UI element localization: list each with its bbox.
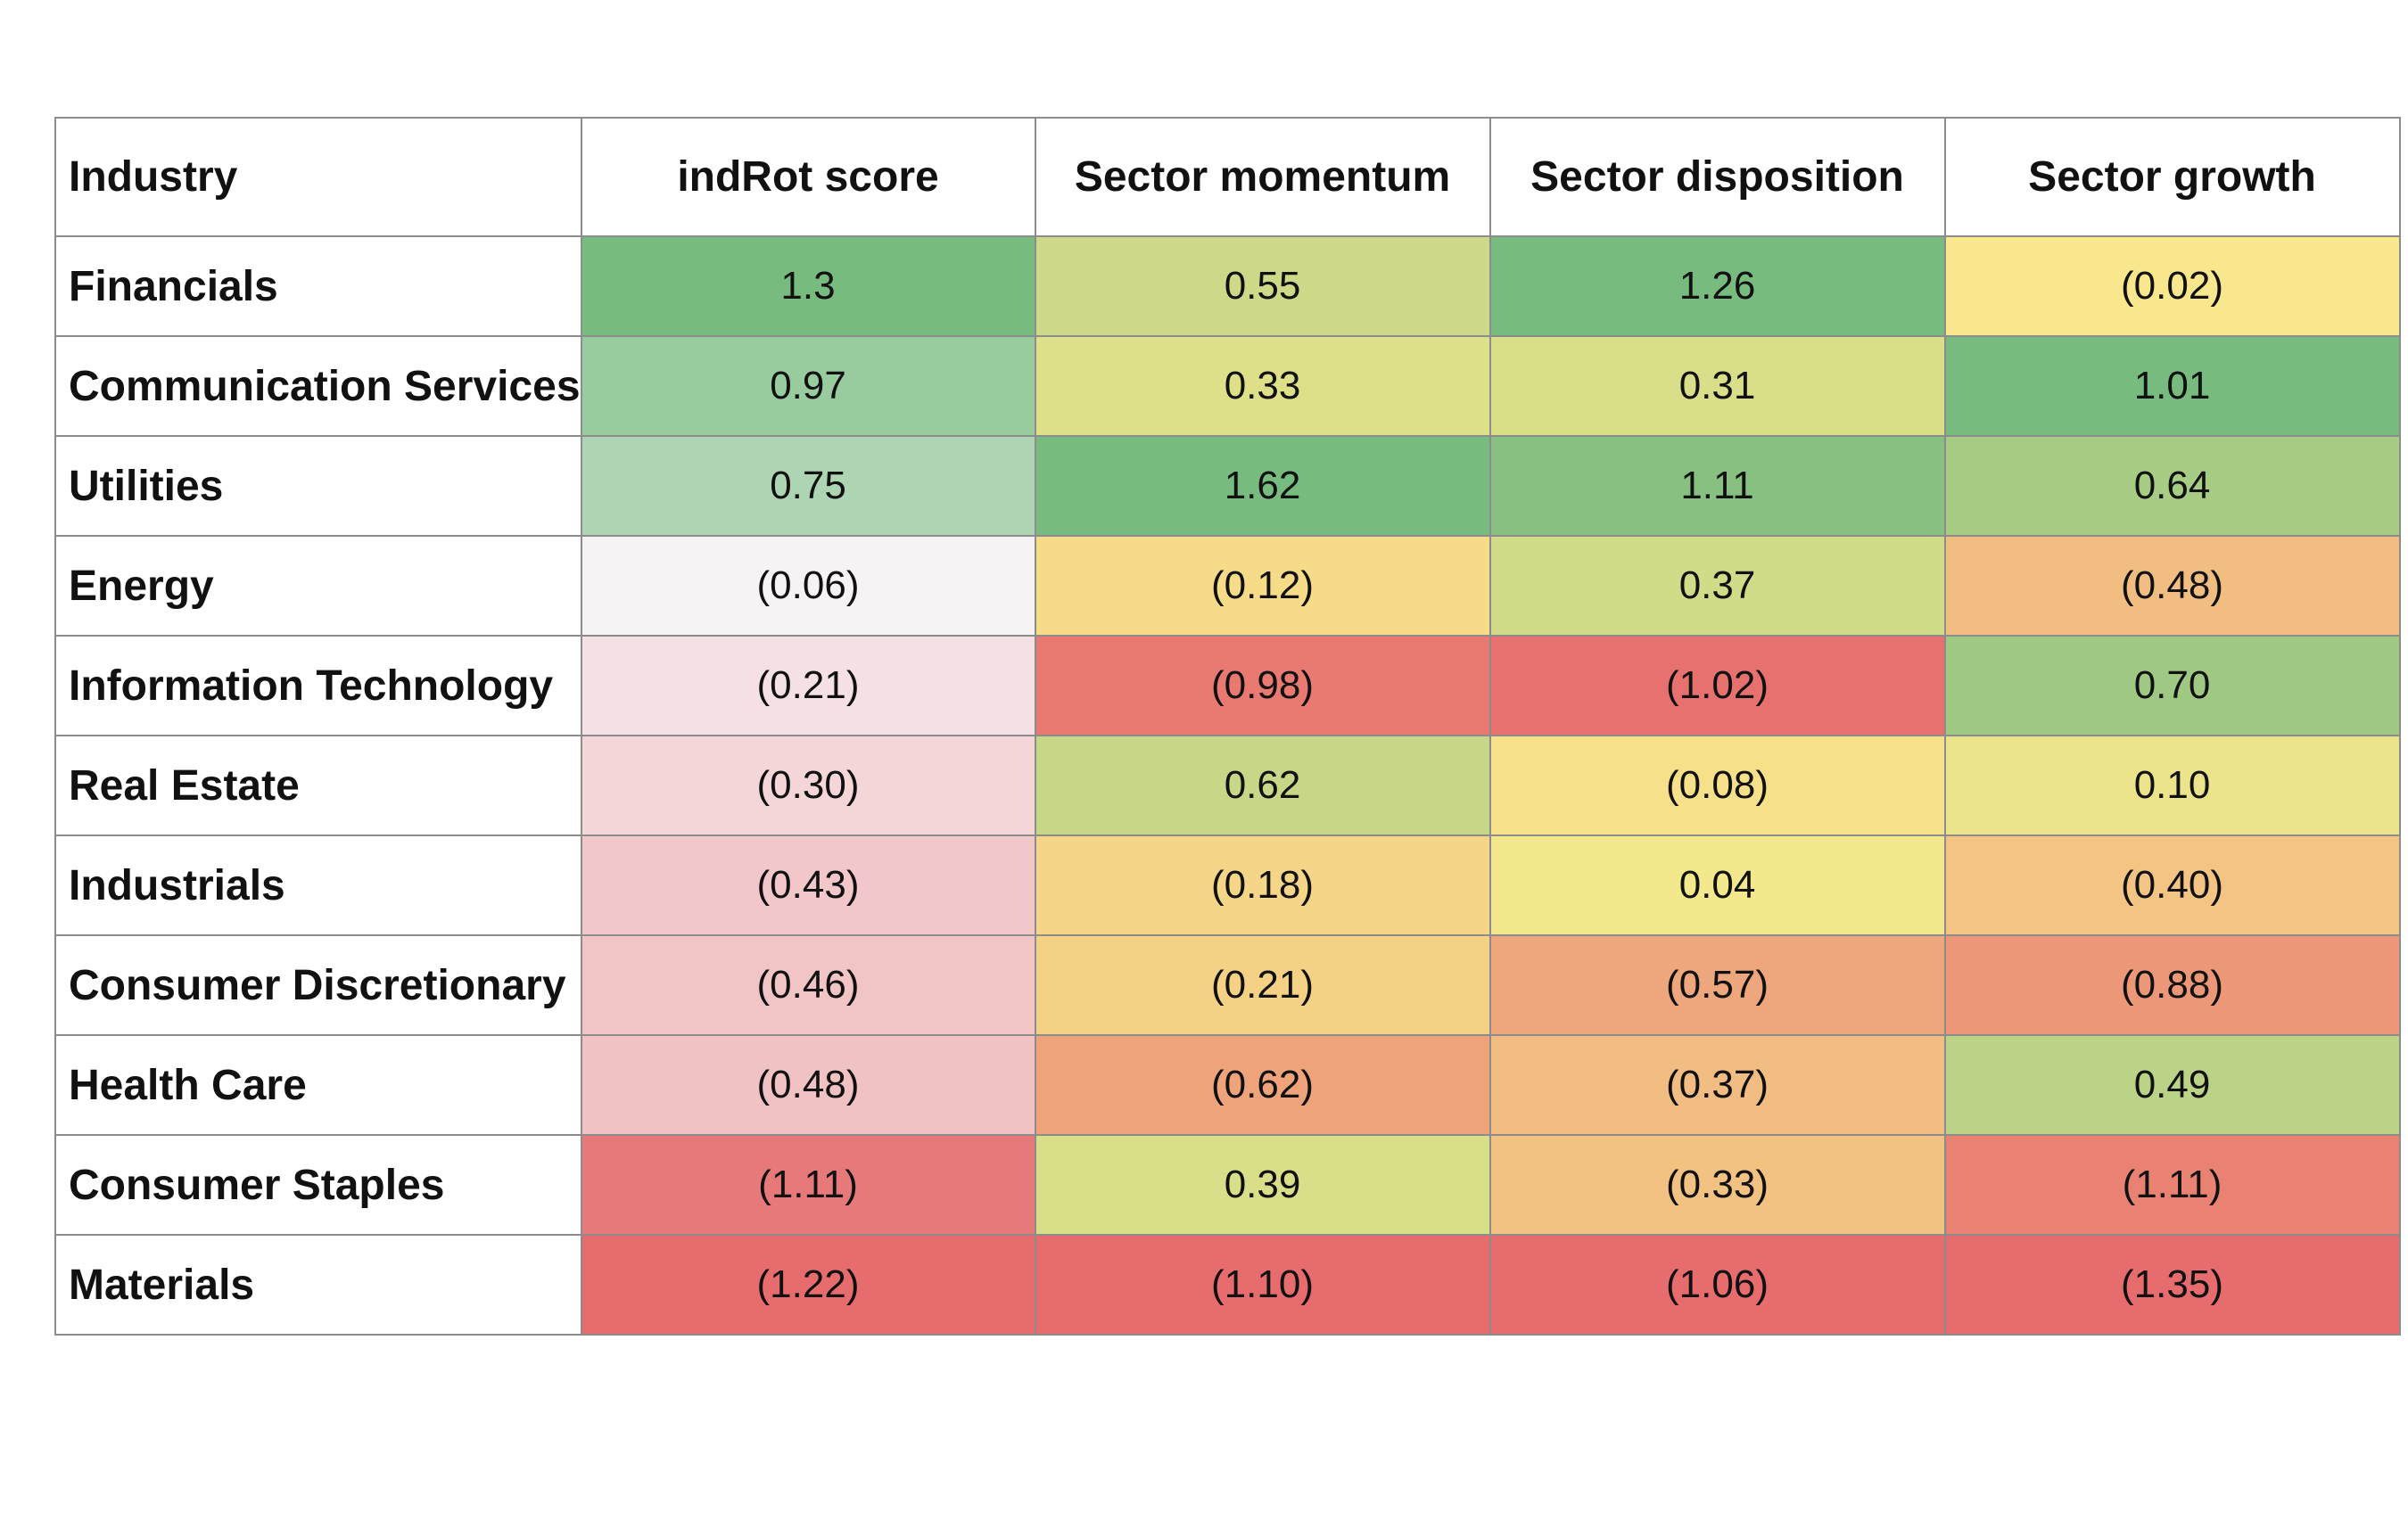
row-label: Real Estate xyxy=(54,735,582,836)
column-header: Sector disposition xyxy=(1489,117,1946,237)
heatmap-cell: (1.35) xyxy=(1943,1234,2401,1336)
heatmap-cell: 0.55 xyxy=(1034,235,1491,337)
heatmap-cell: 0.31 xyxy=(1489,335,1946,437)
heatmap-cell: (1.06) xyxy=(1489,1234,1946,1336)
heatmap-cell: (0.06) xyxy=(580,535,1036,637)
heatmap-cell: 1.62 xyxy=(1034,435,1491,537)
heatmap-cell: 1.26 xyxy=(1489,235,1946,337)
heatmap-cell: (0.02) xyxy=(1943,235,2401,337)
row-label: Financials xyxy=(54,235,582,337)
heatmap-cell: 1.11 xyxy=(1489,435,1946,537)
row-label: Consumer Staples xyxy=(54,1134,582,1236)
row-label: Materials xyxy=(54,1234,582,1336)
table-row: Consumer Discretionary (0.46) (0.21) (0.57)… xyxy=(54,934,2401,1036)
heatmap-cell: 0.62 xyxy=(1034,735,1491,836)
table-row: Materials (1.22) (1.10) (1.06) (1.35) xyxy=(54,1234,2401,1336)
heatmap-cell: (0.40) xyxy=(1943,834,2401,936)
heatmap-cell: 0.75 xyxy=(580,435,1036,537)
heatmap-cell: (0.30) xyxy=(580,735,1036,836)
heatmap-cell: 0.33 xyxy=(1034,335,1491,437)
table-row: Utilities 0.75 1.62 1.11 0.64 xyxy=(54,435,2401,537)
heatmap-cell: 0.10 xyxy=(1943,735,2401,836)
table-body: Financials 1.3 0.55 1.26 (0.02) Communication… xyxy=(54,235,2401,1336)
heatmap-cell: 1.3 xyxy=(580,235,1036,337)
heatmap-cell: (0.18) xyxy=(1034,834,1491,936)
heatmap-cell: (0.88) xyxy=(1943,934,2401,1036)
heatmap-cell: (0.62) xyxy=(1034,1034,1491,1136)
table-row: Real Estate (0.30) 0.62 (0.08) 0.10 xyxy=(54,735,2401,836)
heatmap-cell: 0.97 xyxy=(580,335,1036,437)
table-row: Consumer Staples (1.11) 0.39 (0.33) (1.11) xyxy=(54,1134,2401,1236)
header-row: Industry indRot score Sector momentum Se… xyxy=(54,117,2401,237)
heatmap-cell: 0.70 xyxy=(1943,635,2401,736)
heatmap-cell: 0.64 xyxy=(1943,435,2401,537)
heatmap-cell: (0.33) xyxy=(1489,1134,1946,1236)
heatmap-cell: (0.21) xyxy=(1034,934,1491,1036)
heatmap-cell: 1.01 xyxy=(1943,335,2401,437)
row-label: Information Technology xyxy=(54,635,582,736)
table-row: Communication Services 0.97 0.33 0.31 1.01 xyxy=(54,335,2401,437)
heatmap-cell: 0.49 xyxy=(1943,1034,2401,1136)
column-header: indRot score xyxy=(580,117,1036,237)
heatmap-cell: (1.10) xyxy=(1034,1234,1491,1336)
heatmap-cell: (0.48) xyxy=(580,1034,1036,1136)
column-header: Sector growth xyxy=(1943,117,2401,237)
table-row: Energy (0.06) (0.12) 0.37 (0.48) xyxy=(54,535,2401,637)
column-header: Sector momentum xyxy=(1034,117,1491,237)
heatmap-cell: (1.22) xyxy=(580,1234,1036,1336)
row-label: Consumer Discretionary xyxy=(54,934,582,1036)
heatmap-cell: 0.04 xyxy=(1489,834,1946,936)
heatmap-cell: (1.02) xyxy=(1489,635,1946,736)
heatmap-cell: (0.57) xyxy=(1489,934,1946,1036)
table-row: Health Care (0.48) (0.62) (0.37) 0.49 xyxy=(54,1034,2401,1136)
table-row: Information Technology (0.21) (0.98) (1.02)… xyxy=(54,635,2401,736)
heatmap-cell: (0.43) xyxy=(580,834,1036,936)
heatmap-cell: (0.98) xyxy=(1034,635,1491,736)
row-label: Utilities xyxy=(54,435,582,537)
heatmap-cell: 0.39 xyxy=(1034,1134,1491,1236)
row-label: Industrials xyxy=(54,834,582,936)
table-row: Financials 1.3 0.55 1.26 (0.02) xyxy=(54,235,2401,337)
heatmap-cell: (0.21) xyxy=(580,635,1036,736)
heatmap-cell: (0.12) xyxy=(1034,535,1491,637)
row-label: Health Care xyxy=(54,1034,582,1136)
heatmap-cell: (1.11) xyxy=(580,1134,1036,1236)
row-label: Communication Services xyxy=(54,335,582,437)
heatmap-cell: 0.37 xyxy=(1489,535,1946,637)
heatmap-cell: (0.37) xyxy=(1489,1034,1946,1136)
table-row: Industrials (0.43) (0.18) 0.04 (0.40) xyxy=(54,834,2401,936)
heatmap-cell: (0.46) xyxy=(580,934,1036,1036)
heatmap-table: Industry indRot score Sector momentum Se… xyxy=(54,117,2401,1336)
column-header-industry: Industry xyxy=(54,117,582,237)
heatmap-cell: (1.11) xyxy=(1943,1134,2401,1236)
heatmap-cell: (0.48) xyxy=(1943,535,2401,637)
heatmap-cell: (0.08) xyxy=(1489,735,1946,836)
row-label: Energy xyxy=(54,535,582,637)
